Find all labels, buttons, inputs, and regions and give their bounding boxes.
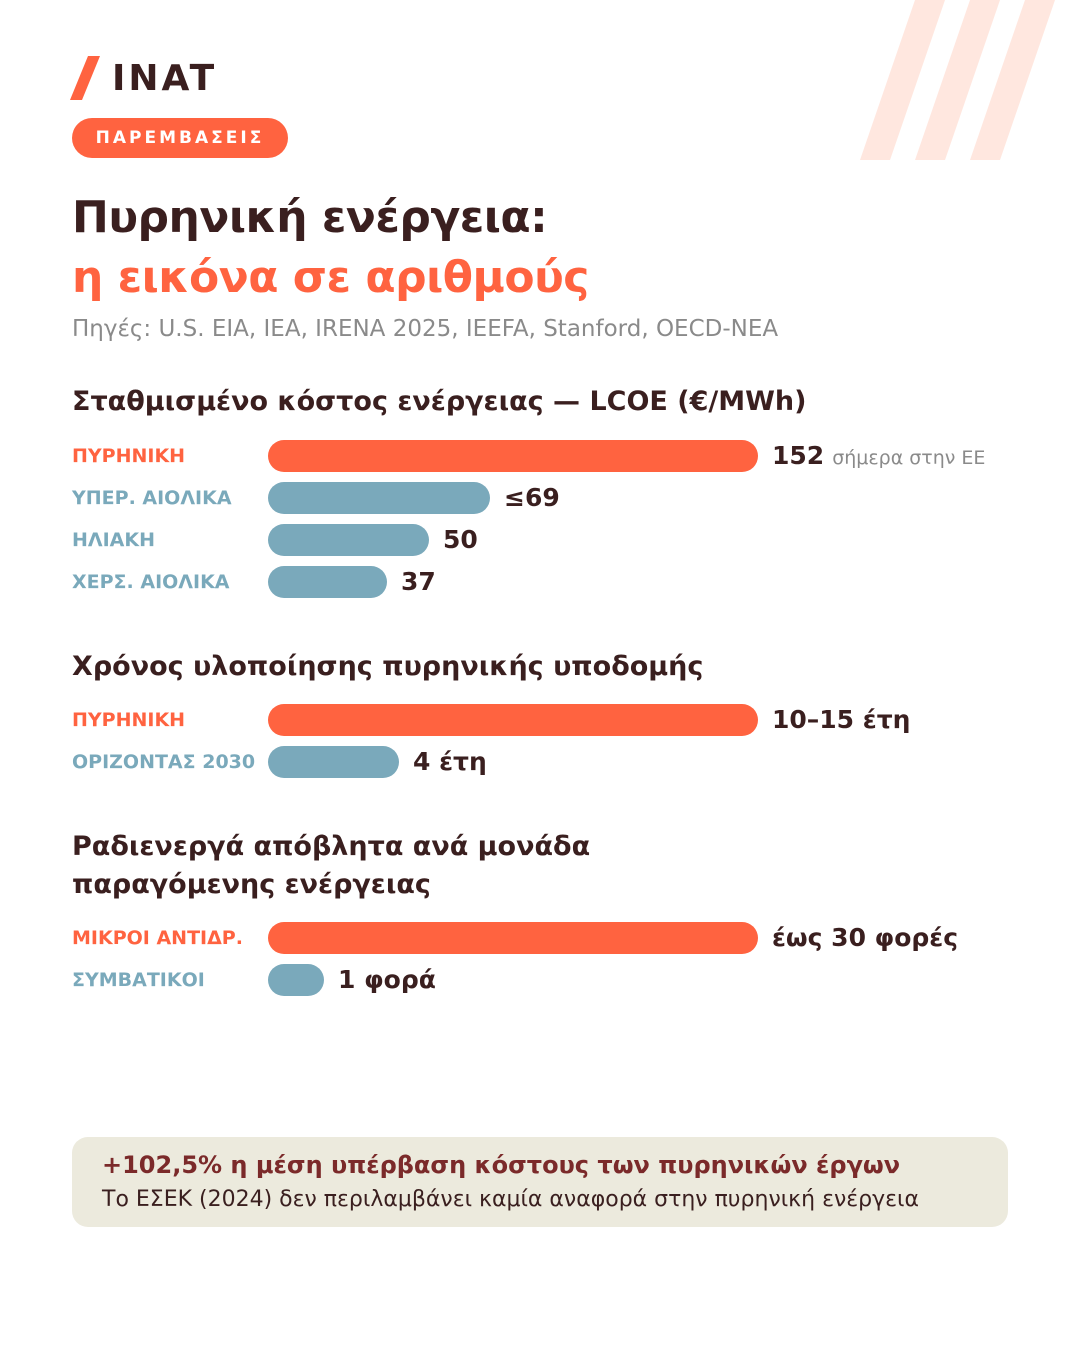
category-badge: ΠΑΡΕΜΒΑΣΕΙΣ [72,118,288,158]
value-text: ≤69 [504,483,560,512]
bar [268,704,758,736]
bar [268,922,758,954]
bar-row: ΣΥΜΒΑΤΙΚΟΙ 1 φορά [72,964,1080,996]
bar-row: ΠΥΡΗΝΙΚΗ 10–15 έτη [72,704,1080,736]
slash-logo-icon [70,56,100,100]
category-label: ΜΙΚΡΟΙ ΑΝΤΙΔΡ. [72,927,243,949]
value-text: 50 [443,525,478,554]
chart-title: Σταθμισμένο κόστος ενέργειας — LCOE (€/M… [72,386,807,417]
bar [268,440,758,472]
bar-row: ΥΠΕΡ. ΑΙΟΛΙΚΑ ≤69 [72,482,1080,514]
bar [268,482,490,514]
value-label: έως 30 φορές [772,922,958,954]
value-label: 4 έτη [413,746,487,778]
category-label: ΠΥΡΗΝΙΚΗ [72,445,186,467]
value-label: ≤69 [504,482,560,514]
category-label: ΣΥΜΒΑΤΙΚΟΙ [72,969,205,991]
page-title: Πυρηνική ενέργεια: [72,192,548,243]
bar [268,566,387,598]
bar-row: ΟΡΙΖΟΝΤΑΣ 2030 4 έτη [72,746,1080,778]
callout-box: +102,5% η μέση υπέρβαση κόστους των πυρη… [72,1137,1008,1227]
value-text: 10–15 έτη [772,705,911,734]
category-label: ΠΥΡΗΝΙΚΗ [72,709,186,731]
bar-row: ΗΛΙΑΚΗ 50 [72,524,1080,556]
value-text: 4 έτη [413,747,487,776]
value-note: σήμερα στην ΕΕ [832,447,986,469]
bar-row: ΠΥΡΗΝΙΚΗ 152 σήμερα στην ΕΕ [72,440,1080,472]
value-label: 152 σήμερα στην ΕΕ [772,440,985,472]
value-text: 1 φορά [338,965,436,994]
value-text: 152 [772,441,825,470]
bar-row: ΜΙΚΡΟΙ ΑΝΤΙΔΡ. έως 30 φορές [72,922,1080,954]
page-subtitle: η εικόνα σε αριθμούς [72,252,589,303]
callout-headline: +102,5% η μέση υπέρβαση κόστους των πυρη… [102,1151,901,1179]
category-label: ΟΡΙΖΟΝΤΑΣ 2030 [72,751,256,773]
value-text: 37 [401,567,436,596]
decorative-stripes [860,0,1055,160]
sources-text: Πηγές: U.S. EIA, IEA, IRENA 2025, IEEFA,… [72,316,779,342]
category-label: ΗΛΙΑΚΗ [72,529,156,551]
category-label: ΧΕΡΣ. ΑΙΟΛΙΚΑ [72,571,230,593]
value-text: έως 30 φορές [772,923,959,952]
logo-text: INAT [112,57,218,99]
chart-title: Χρόνος υλοποίησης πυρηνικής υποδομής [72,651,704,682]
value-label: 10–15 έτη [772,704,910,736]
value-label: 50 [443,524,478,556]
chart-title-line: Ραδιενεργά απόβλητα ανά μονάδα [72,831,591,862]
bar [268,964,324,996]
category-label: ΥΠΕΡ. ΑΙΟΛΙΚΑ [72,487,232,509]
value-label: 37 [401,566,436,598]
chart-title: Ραδιενεργά απόβλητα ανά μονάδα παραγόμενη… [72,828,590,904]
bar [268,524,429,556]
callout-text: Το ΕΣΕΚ (2024) δεν περιλαμβάνει καμία αν… [102,1187,919,1212]
chart-title-line: παραγόμενης ενέργειας [72,869,431,900]
bar-row: ΧΕΡΣ. ΑΙΟΛΙΚΑ 37 [72,566,1080,598]
bar [268,746,399,778]
brand-logo: INAT [70,56,217,100]
value-label: 1 φορά [338,964,436,996]
